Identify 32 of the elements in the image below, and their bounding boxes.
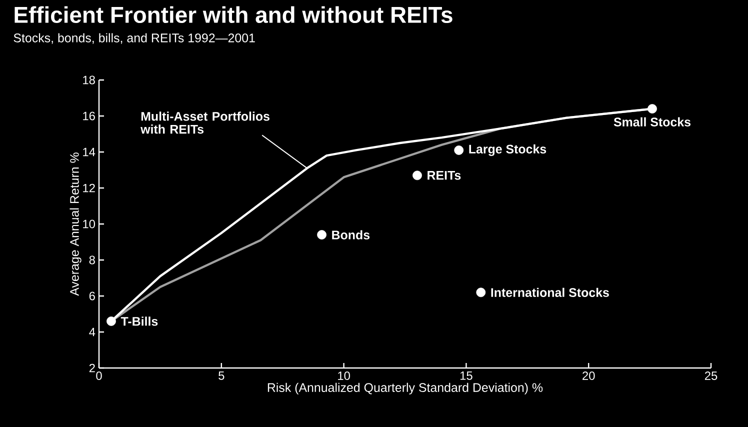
annotation: Small Stocks: [614, 117, 691, 126]
annotation: Multi-Asset Portfolios with REITs: [140, 112, 270, 134]
point: [106, 316, 116, 326]
x-tick-label: 10: [338, 372, 350, 380]
x-axis-title: Risk (Annualized Quarterly Standard Deviation) %: [268, 382, 543, 394]
y-tick-label: 16: [83, 112, 95, 120]
y-tick-label: 18: [83, 76, 95, 84]
y-tick-label: 6: [89, 292, 95, 300]
chart-title: Efficient Frontier with and without REITs: [14, 6, 452, 24]
y-tick-label: 4: [89, 328, 96, 336]
y-tick-label: 14: [83, 148, 96, 156]
y-tick-label: 2: [89, 364, 95, 372]
y-axis-title: Average Annual Return %: [70, 152, 82, 296]
point: [454, 146, 464, 155]
annotation: International Stocks: [491, 288, 609, 297]
y-tick-label: 8: [89, 256, 95, 264]
annotation: REITs: [428, 171, 461, 180]
point: [476, 288, 486, 298]
y-tick-label: 10: [83, 220, 96, 228]
annotation: Bonds: [332, 230, 370, 240]
point: [412, 170, 422, 180]
chart-subtitle: Stocks, bonds, bills, and REITs 1992—2001: [14, 33, 255, 44]
x-tick-label: 20: [582, 372, 595, 380]
y-tick-label: 12: [83, 184, 95, 192]
annotation: T-Bills: [120, 316, 158, 326]
x-tick-label: 15: [460, 372, 472, 380]
point: [648, 104, 657, 114]
x-tick-label: 5: [218, 372, 224, 380]
x-tick-label: 0: [96, 372, 102, 380]
x-tick-label: 25: [704, 372, 718, 380]
annotation: Large Stocks: [469, 144, 546, 156]
point: [317, 230, 326, 240]
